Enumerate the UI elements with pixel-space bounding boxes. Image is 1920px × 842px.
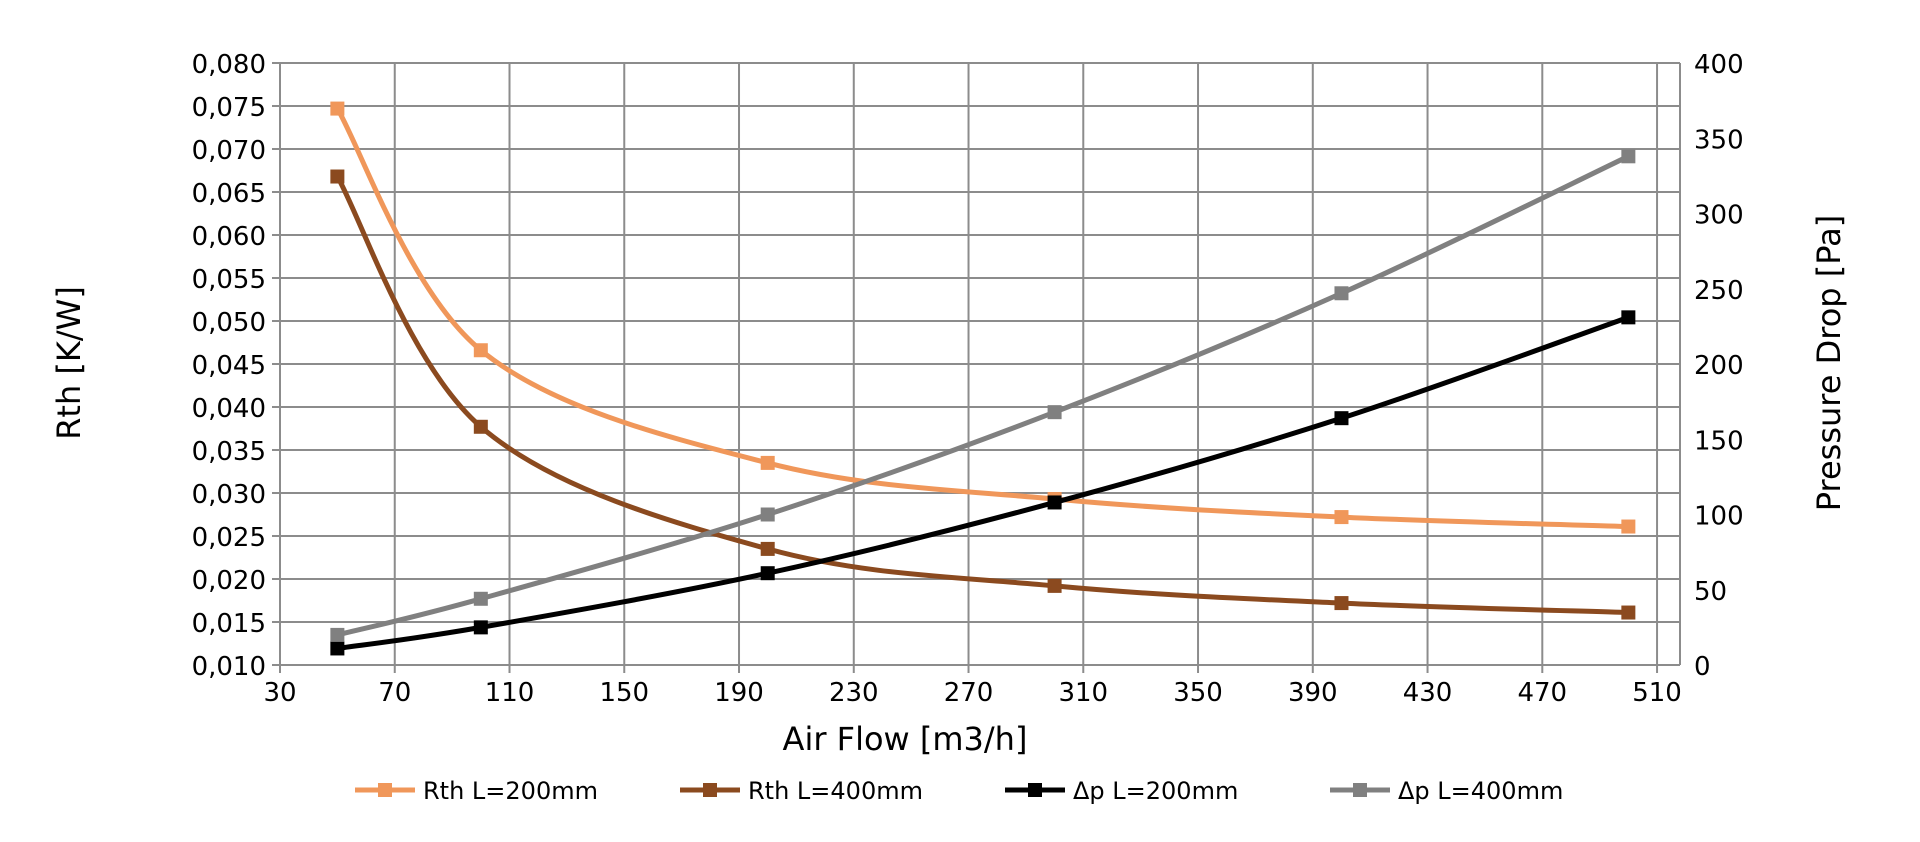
x-axis-ticks: 30 70 110 150 190 230 270 310 350 390 430 470 510 bbox=[263, 678, 1681, 708]
data-point-marker bbox=[1047, 578, 1062, 593]
legend: Rth L=200mm Rth L=400mm Δp L=200mm Δp L=400… bbox=[355, 777, 1563, 805]
data-point-marker bbox=[330, 101, 345, 116]
x-tick-label: 190 bbox=[714, 678, 764, 708]
legend-label: Δp L=200mm bbox=[1073, 777, 1238, 805]
y-tick-label: 0,030 bbox=[192, 480, 266, 510]
data-point-marker bbox=[473, 419, 488, 434]
legend-marker bbox=[1353, 783, 1367, 797]
y-tick-label: 0,040 bbox=[192, 394, 266, 424]
y2-tick-label: 400 bbox=[1694, 50, 1744, 80]
legend-marker bbox=[378, 783, 392, 797]
y2-tick-label: 0 bbox=[1694, 652, 1711, 682]
series-line bbox=[335, 175, 1629, 616]
series-line bbox=[335, 107, 1629, 530]
series-rth-l-200mm bbox=[330, 101, 1636, 534]
x-tick-label: 270 bbox=[944, 678, 994, 708]
data-point-marker bbox=[1047, 495, 1062, 510]
series-rth-l-400mm bbox=[330, 169, 1636, 620]
x-tick-label: 390 bbox=[1288, 678, 1338, 708]
x-axis-title: Air Flow [m3/h] bbox=[783, 720, 1028, 758]
x-tick-label: 110 bbox=[485, 678, 535, 708]
data-point-marker bbox=[330, 169, 345, 184]
y-tick-label: 0,045 bbox=[192, 351, 266, 381]
legend-label: Rth L=200mm bbox=[423, 777, 598, 805]
data-point-marker bbox=[473, 591, 488, 606]
series--p-l-200mm bbox=[330, 310, 1636, 656]
x-tick-label: 350 bbox=[1173, 678, 1223, 708]
data-point-marker bbox=[1334, 411, 1349, 426]
series--p-l-400mm bbox=[330, 149, 1636, 642]
legend-item: Δp L=200mm bbox=[1005, 777, 1238, 805]
y-axis-title: Rth [K/W] bbox=[50, 286, 88, 440]
y2-tick-label: 100 bbox=[1694, 502, 1744, 532]
y-tick-label: 0,080 bbox=[192, 50, 266, 80]
y2-axis-ticks: 0 50 100 150 200 250 300 350 400 bbox=[1694, 50, 1744, 682]
x-tick-label: 310 bbox=[1058, 678, 1108, 708]
data-point-marker bbox=[760, 566, 775, 581]
data-point-marker bbox=[1047, 405, 1062, 420]
data-point-marker bbox=[473, 343, 488, 358]
y-tick-label: 0,010 bbox=[192, 652, 266, 682]
data-point-marker bbox=[1621, 149, 1636, 164]
series-group bbox=[330, 101, 1636, 656]
data-point-marker bbox=[1621, 310, 1636, 325]
data-point-marker bbox=[330, 627, 345, 642]
data-point-marker bbox=[760, 455, 775, 470]
legend-item: Rth L=200mm bbox=[355, 777, 598, 805]
data-point-marker bbox=[760, 541, 775, 556]
data-point-marker bbox=[1334, 510, 1349, 525]
data-point-marker bbox=[760, 507, 775, 522]
y-tick-label: 0,055 bbox=[192, 265, 266, 295]
y-tick-label: 0,020 bbox=[192, 566, 266, 596]
y2-tick-label: 50 bbox=[1694, 577, 1727, 607]
x-tick-label: 70 bbox=[378, 678, 411, 708]
data-point-marker bbox=[1334, 286, 1349, 301]
data-point-marker bbox=[330, 641, 345, 656]
x-tick-label: 510 bbox=[1632, 678, 1682, 708]
y2-tick-label: 300 bbox=[1694, 201, 1744, 231]
x-tick-label: 30 bbox=[263, 678, 296, 708]
y2-tick-label: 350 bbox=[1694, 125, 1744, 155]
y2-tick-label: 250 bbox=[1694, 276, 1744, 306]
legend-label: Rth L=400mm bbox=[748, 777, 923, 805]
y-tick-label: 0,075 bbox=[192, 93, 266, 123]
y-tick-label: 0,065 bbox=[192, 179, 266, 209]
data-point-marker bbox=[1621, 605, 1636, 620]
legend-item: Δp L=400mm bbox=[1330, 777, 1563, 805]
x-tick-label: 470 bbox=[1517, 678, 1567, 708]
data-point-marker bbox=[1334, 596, 1349, 611]
series-line bbox=[336, 154, 1630, 638]
y2-axis-title: Pressure Drop [Pa] bbox=[1810, 215, 1848, 511]
x-tick-label: 230 bbox=[829, 678, 879, 708]
y2-tick-label: 200 bbox=[1694, 351, 1744, 381]
legend-label: Δp L=400mm bbox=[1398, 777, 1563, 805]
y-tick-label: 0,025 bbox=[192, 523, 266, 553]
y-axis-ticks: 0,010 0,015 0,020 0,025 0,030 0,035 0,040 0,045… bbox=[192, 50, 266, 682]
data-point-marker bbox=[1621, 519, 1636, 534]
x-tick-label: 430 bbox=[1403, 678, 1453, 708]
y-tick-label: 0,035 bbox=[192, 437, 266, 467]
y-tick-label: 0,015 bbox=[192, 609, 266, 639]
x-tick-label: 150 bbox=[599, 678, 649, 708]
legend-item: Rth L=400mm bbox=[680, 777, 923, 805]
data-point-marker bbox=[473, 620, 488, 635]
legend-marker bbox=[703, 783, 717, 797]
y-tick-label: 0,050 bbox=[192, 308, 266, 338]
y-tick-label: 0,070 bbox=[192, 136, 266, 166]
legend-marker bbox=[1028, 783, 1042, 797]
y2-tick-label: 150 bbox=[1694, 426, 1744, 456]
y-tick-label: 0,060 bbox=[192, 222, 266, 252]
series-line bbox=[337, 314, 1630, 651]
